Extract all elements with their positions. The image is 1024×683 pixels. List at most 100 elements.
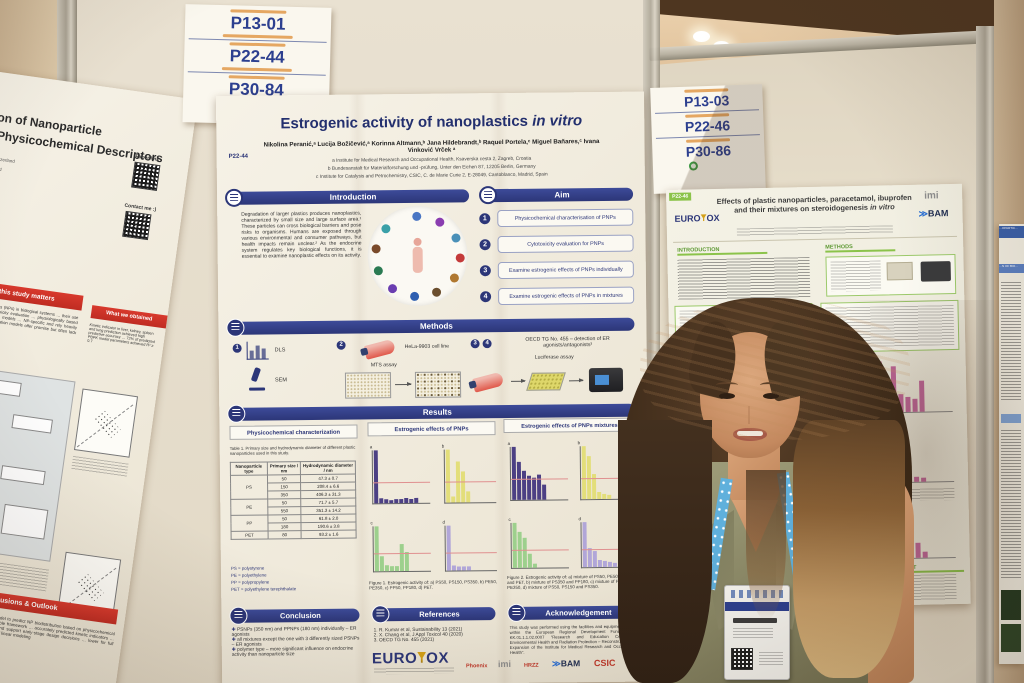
eyebrow-left [716, 382, 738, 388]
bar [461, 565, 466, 571]
eye-right [763, 393, 779, 399]
scatter-plot-1 [73, 388, 139, 458]
hair-strand-front [746, 470, 786, 620]
bar [597, 559, 602, 568]
aim-icon-glyph [484, 191, 493, 199]
right-poster-authors-lines [736, 225, 893, 237]
well-plate [344, 372, 392, 399]
right-intro-lines [677, 257, 811, 300]
flask-cap [468, 380, 477, 389]
figure1-caption: Figure 1. Estrogenic activity of: a) PS5… [369, 579, 498, 591]
table1-type: PE [230, 498, 268, 516]
aim-banner: Aim [490, 187, 634, 203]
bar [612, 562, 617, 567]
bar [399, 499, 404, 504]
eurotox-logo-left: EURO [674, 213, 701, 224]
references-icon [371, 605, 390, 624]
why-matters-body: …bution of nanoparticles (NPs) in biolog… [0, 298, 79, 336]
mouth [733, 428, 767, 441]
bar [409, 498, 414, 503]
fragment-image-dark [1001, 590, 1021, 620]
bar [532, 477, 537, 500]
aim-icon [478, 186, 498, 205]
fragment-band-3 [1001, 414, 1021, 423]
bar [542, 484, 547, 500]
conclusion-banner: Conclusion [241, 608, 360, 623]
sem-label: SEM [274, 377, 287, 384]
methods-step-number: 1 [232, 343, 242, 353]
fragment-text-lines [1001, 282, 1021, 402]
scatter-points [75, 572, 104, 602]
fig1-chart-label: d [442, 519, 446, 525]
fragment-sub-band: …N OF BIO… [999, 264, 1024, 273]
conclusion-item-text: polymer type – more significant influenc… [231, 646, 354, 658]
results-subhead-pnps: Estrogenic effects of PNPs [367, 421, 496, 437]
bar [517, 531, 522, 568]
table1-col-header: Hydrodynamic diameter / nm [300, 461, 356, 475]
exposure-icon [455, 253, 465, 263]
bar [527, 553, 532, 568]
right-eurotox-logo: EURO OX [675, 213, 720, 224]
paper-link-qr-code [131, 161, 161, 191]
dls-label: DLS [274, 347, 286, 354]
methods-icon [226, 318, 245, 337]
method-arrow [510, 380, 526, 382]
bar [582, 522, 587, 568]
eurotox-sub-lines [374, 667, 455, 675]
fig1-chart-b [443, 449, 497, 504]
bar [451, 565, 456, 571]
bam-logo-text: BAM [927, 208, 949, 219]
session-code: P13-01 [230, 13, 286, 34]
introduction-body: Degradation of larger plastics produces … [241, 210, 362, 260]
session-code: P22-44 [229, 46, 285, 67]
eyebrow-right [760, 382, 782, 388]
contact-qr-code [122, 210, 152, 241]
exposure-icon [435, 217, 445, 227]
dls-chart-bar [249, 350, 254, 359]
right-poster-title: Effects of plastic nanoparticles, parace… [714, 193, 914, 215]
framework-diagram [0, 363, 76, 562]
fig1-chart-a [371, 449, 431, 505]
bar [592, 550, 597, 568]
bar [607, 495, 612, 499]
bar [384, 499, 389, 504]
poster-title-text: Estrogenic activity of nanoplastics [280, 112, 533, 133]
human-figure-body [412, 246, 423, 273]
table-row: PET 80 93.2 ± 1.6 [231, 530, 357, 540]
table1-type: PS [230, 474, 268, 500]
table1-footnote: PE = polyethylene [230, 572, 267, 578]
scatter-points [92, 409, 121, 439]
bar [532, 563, 537, 568]
plate-reader-instrument [588, 367, 624, 393]
methods-icon-glyph [231, 322, 240, 330]
results-icon [227, 404, 246, 423]
microscope-base [249, 387, 266, 391]
references-icon-glyph [376, 609, 385, 617]
results-subhead-mixtures: Estrogenic effects of PNPs mixtures [503, 417, 636, 434]
bar [389, 499, 394, 504]
dls-chart-icon [246, 341, 269, 360]
bam-logo: ≫BAM [552, 658, 580, 669]
luciferase-plate [526, 372, 566, 391]
cell-line-label: HeLa-9903 cell line [404, 343, 450, 351]
bar [602, 494, 607, 499]
right-session-note: P13-03 P22-46 P30-86 [650, 84, 766, 194]
fig2-chart-c [510, 522, 569, 569]
table1-type: PET [231, 530, 269, 540]
fig2-chart-label: a [507, 440, 511, 446]
hrzz-logo: HRZZ [523, 662, 539, 669]
bar [511, 446, 517, 500]
table1-col-header: Nanoparticle type [230, 461, 268, 476]
table1-cell: 93.2 ± 1.6 [301, 530, 357, 539]
bar [374, 526, 379, 572]
well-plate-results [414, 371, 462, 398]
bam-chevrons-icon: ≫ [551, 658, 561, 669]
bar [586, 455, 592, 500]
luciferase-label: Luciferase assay [534, 354, 574, 361]
bar [460, 471, 466, 503]
fig2-chart-a [509, 446, 569, 501]
fig1-chart-label: b [441, 443, 445, 449]
exposure-icon [451, 233, 461, 243]
conclusion-item: ✚ polymer type – more significant influe… [232, 647, 360, 658]
